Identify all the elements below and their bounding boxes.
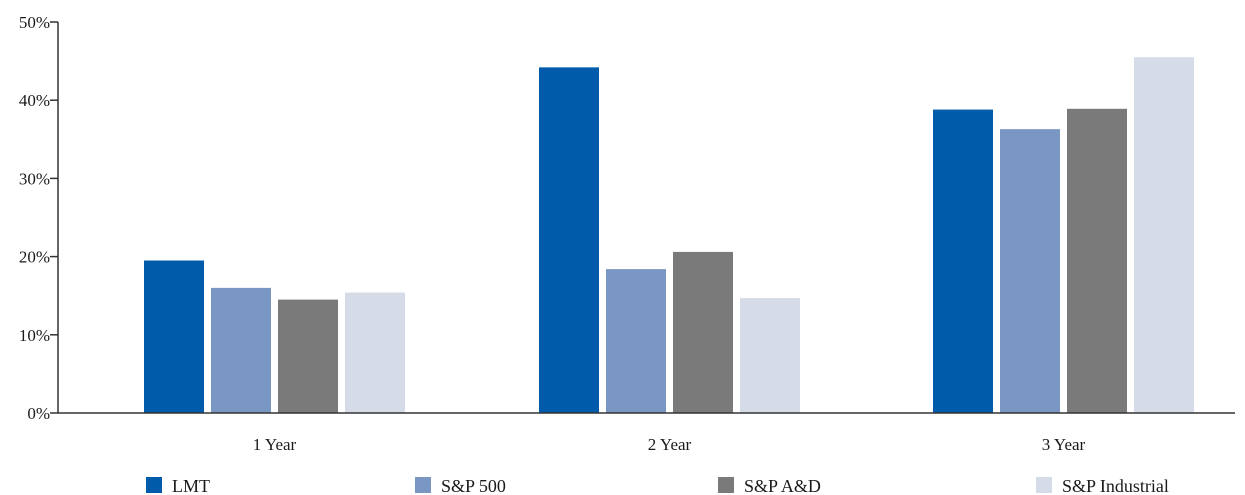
bar-s-p-industrial-2 [740, 298, 800, 413]
bar-lmt-3 [933, 109, 993, 414]
legend-label: S&P Industrial [1062, 476, 1169, 495]
legend-swatch [146, 477, 162, 493]
y-axis: 0% 10% 20% 30% 40% 50% [19, 13, 58, 423]
legend-label: LMT [172, 476, 210, 495]
bar-s-p-500-3 [1000, 129, 1060, 413]
x-axis-labels: 1 Year 2 Year 3 Year [253, 435, 1086, 454]
x-category-label: 2 Year [648, 435, 692, 454]
y-tick-label: 50% [19, 13, 50, 32]
legend-swatch [415, 477, 431, 493]
x-category-label: 1 Year [253, 435, 297, 454]
y-tick-label: 10% [19, 326, 50, 345]
bar-s-p-industrial-3 [1134, 57, 1194, 413]
x-category-label: 3 Year [1042, 435, 1086, 454]
bar-lmt-2 [539, 67, 599, 413]
bar-s-p-a-d-1 [278, 299, 338, 413]
y-tick-label: 20% [19, 248, 50, 267]
y-tick-label: 30% [19, 169, 50, 188]
y-tick-label: 0% [27, 404, 50, 423]
legend-swatch [1036, 477, 1052, 493]
legend-label: S&P 500 [441, 476, 506, 495]
bar-s-p-500-1 [211, 287, 271, 413]
bar-s-p-a-d-2 [673, 251, 733, 413]
bar-s-p-industrial-1 [345, 292, 405, 413]
y-tick-label: 40% [19, 91, 50, 110]
bars-group [144, 57, 1194, 414]
bar-s-p-500-2 [606, 269, 666, 413]
bar-s-p-a-d-3 [1067, 108, 1127, 413]
bar-lmt-1 [144, 260, 204, 413]
legend-label: S&P A&D [744, 476, 821, 495]
legend-swatch [718, 477, 734, 493]
legend: LMT S&P 500 S&P A&D S&P Industrial [146, 476, 1169, 495]
